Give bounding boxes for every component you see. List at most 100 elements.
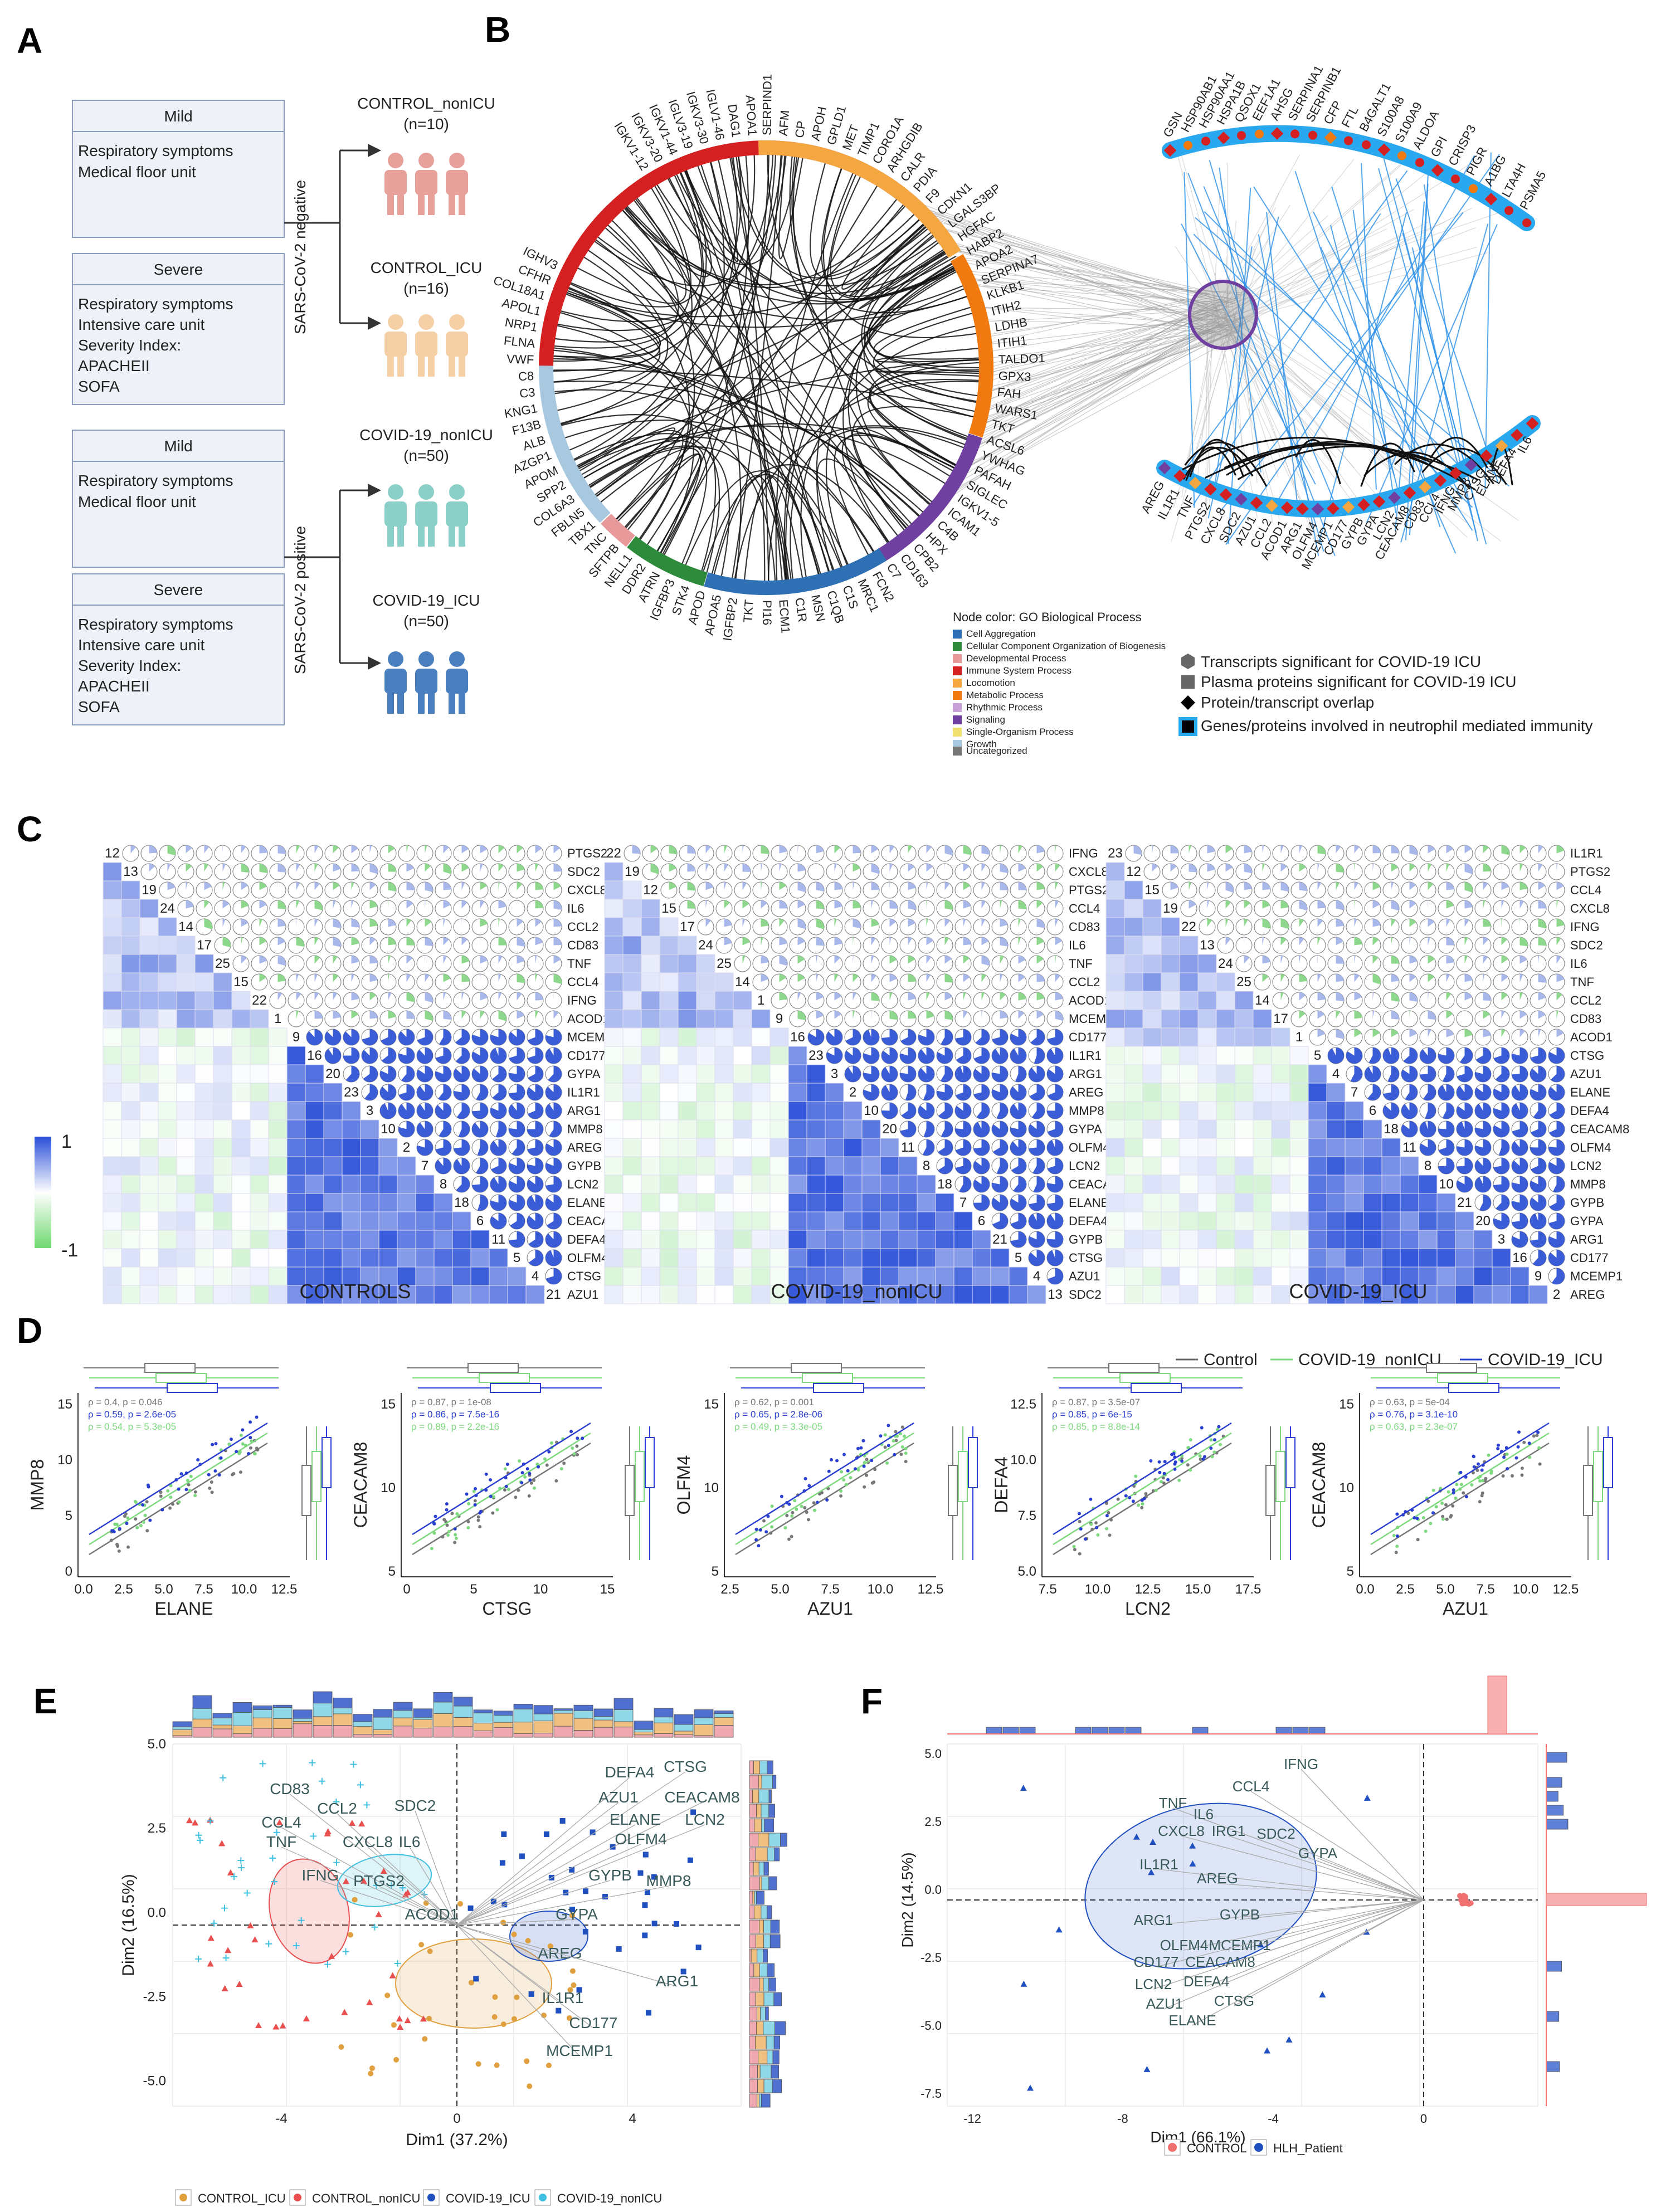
y-tick: -7.5: [920, 2087, 942, 2101]
network-edge: [1183, 331, 1217, 477]
heatmap-cell: [604, 1009, 624, 1029]
heatmap-cell: [843, 1156, 863, 1176]
network-edge: [1366, 224, 1498, 524]
heatmap-cell: [788, 1285, 807, 1304]
data-point: [500, 1919, 506, 1926]
data-point: [616, 1946, 622, 1952]
data-point: [687, 1857, 693, 1863]
pie-slice: [1018, 900, 1027, 910]
pie-slice: [1244, 845, 1252, 854]
network-edge: [577, 253, 690, 546]
pie-slice: [369, 974, 378, 982]
heatmap-cell: [622, 1009, 642, 1029]
heatmap-cell: [176, 972, 196, 992]
heatmap-cell: [678, 1046, 697, 1065]
pie-slice: [535, 956, 537, 964]
network-edge: [826, 324, 982, 572]
pie-slice: [491, 1158, 506, 1175]
heatmap-cell: [103, 1193, 122, 1212]
data-point: [159, 1494, 163, 1498]
histogram-bar: [272, 1704, 293, 1708]
pie-slice: [454, 1139, 470, 1156]
pie-slice: [535, 974, 538, 982]
histogram-bar: [759, 1977, 764, 1992]
pie-slice: [517, 864, 525, 872]
heatmap-cell: [1105, 1101, 1125, 1120]
heatmap-cell: [678, 1230, 697, 1249]
heatmap-cell: [1510, 1266, 1530, 1286]
data-point: [1520, 1473, 1524, 1477]
marginal-box: [645, 1437, 655, 1488]
data-point: [894, 1430, 898, 1434]
heatmap-cell: [360, 1119, 379, 1139]
histogram-bar: [1546, 1961, 1562, 1972]
pie-slice: [545, 1084, 562, 1100]
histogram-bar: [593, 1708, 613, 1717]
legend-marker: [1254, 2143, 1263, 2152]
pie-slice: [797, 900, 805, 909]
pie-slice: [1519, 937, 1528, 947]
pie-slice: [517, 882, 523, 890]
heatmap-cell: [714, 991, 734, 1010]
pie-slice: [1018, 956, 1026, 964]
heatmap-cell: [733, 991, 752, 1010]
heatmap-cell: [231, 1211, 251, 1231]
heatmap-cell: [1253, 1175, 1272, 1194]
pie-slice: [1000, 900, 1002, 909]
data-point: [218, 1840, 226, 1846]
data-point: [861, 1439, 865, 1443]
loading-label: IFNG: [302, 1867, 339, 1884]
heatmap-cell: [1345, 1156, 1364, 1176]
network-node-label: LDHB: [994, 315, 1029, 334]
pie-slice: [853, 919, 861, 929]
diagonal-rank: 15: [661, 901, 676, 916]
heatmap-cell: [378, 1230, 398, 1249]
data-point: [1128, 1495, 1132, 1499]
data-point: [1489, 1471, 1493, 1475]
heatmap-cell: [1142, 1119, 1162, 1139]
heatmap-cell: [268, 1211, 288, 1231]
data-point: [1105, 1514, 1109, 1518]
data-point: [249, 1436, 252, 1440]
pie-slice: [1280, 845, 1284, 854]
pie-slice: [1387, 1066, 1399, 1082]
gene-label: CD177: [567, 1049, 605, 1063]
pie-slice: [1464, 845, 1472, 854]
heatmap-cell: [378, 1211, 398, 1231]
heatmap-cell: [622, 1285, 642, 1304]
pie-slice: [222, 919, 226, 927]
histogram-bar: [553, 1713, 573, 1727]
x-axis-label: AZU1: [807, 1599, 853, 1619]
pie-slice: [1262, 900, 1270, 909]
network-edge: [1213, 179, 1221, 308]
histogram-bar: [674, 1714, 694, 1725]
heatmap-cell: [1124, 972, 1143, 992]
network-node-label: TALDO1: [998, 351, 1045, 367]
heatmap-cell: [139, 991, 159, 1010]
heatmap-cell: [1105, 1248, 1125, 1268]
diagonal-rank: 18: [1384, 1122, 1399, 1137]
histogram-bar: [753, 1963, 760, 1977]
network-node-label: VWF: [506, 352, 534, 367]
pie-slice: [834, 956, 840, 964]
data-point: [1105, 1527, 1109, 1531]
heatmap-cell: [1363, 1175, 1382, 1194]
data-point: [1429, 1522, 1433, 1526]
heatmap-cell: [604, 1101, 624, 1120]
loading-label: SDC2: [394, 1797, 436, 1814]
correlogram-title: COVID-19_ICU: [1289, 1280, 1427, 1303]
pie-slice: [1428, 1029, 1431, 1037]
data-point: [1096, 1533, 1100, 1537]
diagonal-rank: 7: [1351, 1085, 1358, 1100]
network-edge: [785, 266, 962, 587]
pie-slice: [1317, 919, 1323, 927]
diagonal-rank: 24: [160, 901, 175, 916]
network-edge: [951, 248, 1230, 312]
heatmap-cell: [139, 1046, 159, 1065]
pie-slice: [1519, 1029, 1526, 1037]
x-tick: 5.0: [1436, 1582, 1454, 1597]
heatmap-cell: [305, 1211, 324, 1231]
pie-slice: [1548, 1213, 1565, 1229]
network-node: [1415, 158, 1424, 167]
pie-slice: [351, 864, 359, 872]
